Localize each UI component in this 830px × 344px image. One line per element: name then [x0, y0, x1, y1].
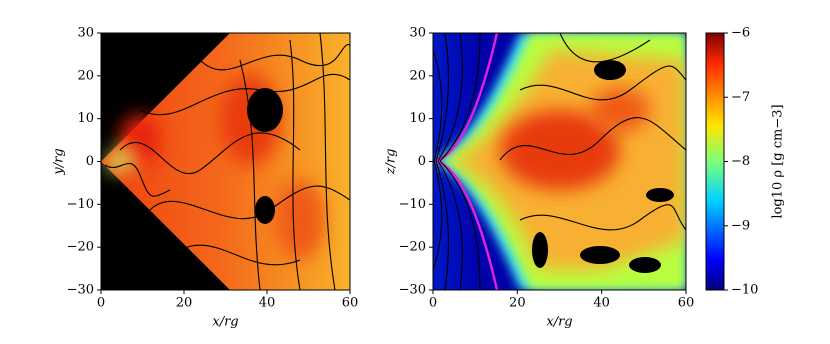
x-tick-label: 60: [342, 296, 359, 311]
y-tick-label: −20: [399, 240, 426, 255]
x-tick-label: 20: [509, 296, 526, 311]
density-map-left: [101, 33, 350, 290]
colorbar: [705, 32, 725, 291]
y-axis-label: y/rg: [52, 148, 67, 175]
x-tick-label: 0: [97, 296, 105, 311]
x-tick-label: 40: [259, 296, 276, 311]
colorbar-tick-label: −8: [731, 154, 750, 169]
x-tick-label: 0: [429, 296, 437, 311]
colorbar-tick-label: −10: [731, 283, 758, 298]
y-axis-label: z/rg: [384, 149, 399, 176]
y-tick-label: 30: [77, 26, 94, 41]
y-tick-label: 30: [409, 26, 426, 41]
y-tick-label: 20: [409, 68, 426, 83]
y-tick-label: −30: [399, 283, 426, 298]
y-tick-label: 0: [86, 154, 94, 169]
y-tick-label: −10: [67, 197, 94, 212]
x-axis-label: x/rg: [212, 315, 238, 330]
x-tick-label: 60: [678, 296, 695, 311]
y-tick-label: 0: [418, 154, 426, 169]
x-tick-label: 40: [593, 296, 610, 311]
y-tick-label: −20: [67, 240, 94, 255]
colorbar-label: log10 ρ [g cm−3]: [771, 104, 786, 218]
colorbar-tick-label: −9: [731, 218, 750, 233]
colorbar-tick-label: −6: [731, 26, 750, 41]
y-tick-label: 10: [77, 111, 94, 126]
colorbar-tick-label: −7: [731, 90, 750, 105]
y-tick-label: 20: [77, 68, 94, 83]
y-tick-label: −10: [399, 197, 426, 212]
x-axis-label: x/rg: [546, 315, 572, 330]
y-tick-label: −30: [67, 283, 94, 298]
density-map-right: [433, 33, 686, 290]
y-tick-label: 10: [409, 111, 426, 126]
x-tick-label: 20: [176, 296, 193, 311]
